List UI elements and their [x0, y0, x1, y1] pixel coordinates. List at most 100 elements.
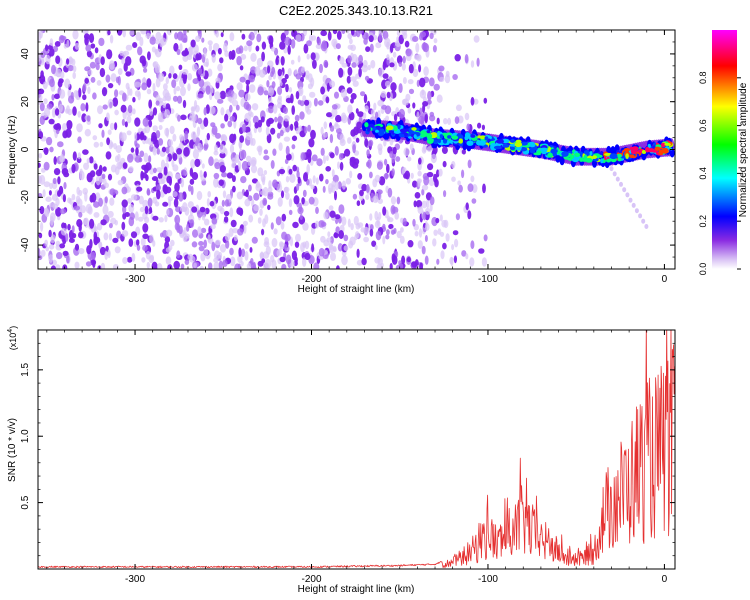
noise-cell	[438, 65, 445, 72]
noise-cell	[165, 146, 170, 154]
noise-cell	[163, 83, 168, 91]
noise-cell	[369, 171, 373, 179]
noise-cell	[412, 218, 416, 227]
noise-cell	[390, 82, 397, 92]
noise-cell	[51, 94, 55, 101]
noise-cell	[412, 102, 416, 109]
noise-cell	[240, 149, 247, 160]
noise-cell	[93, 163, 98, 170]
noise-cell	[107, 129, 112, 135]
noise-cell	[200, 227, 207, 234]
noise-cell	[45, 246, 49, 252]
noise-cell	[341, 255, 348, 266]
noise-cell	[183, 227, 187, 236]
signal-tail	[625, 192, 630, 198]
y-tick-label-3: 20	[20, 96, 31, 108]
noise-cell	[187, 253, 194, 261]
noise-cell	[86, 115, 91, 122]
noise-cell	[399, 235, 405, 244]
noise-cell	[470, 96, 475, 106]
noise-cell	[253, 192, 260, 201]
noise-cell	[78, 231, 84, 239]
noise-cell	[297, 55, 301, 63]
noise-cell	[235, 104, 240, 111]
noise-cell	[117, 179, 124, 186]
noise-cell	[166, 30, 173, 36]
noise-cell	[146, 188, 150, 196]
snr-y-scale-base: (x10	[8, 333, 18, 351]
noise-cell	[424, 113, 428, 124]
noise-cell	[222, 259, 228, 267]
noise-cell	[213, 250, 221, 260]
noise-cell	[393, 113, 398, 122]
noise-cell	[220, 107, 225, 116]
noise-cell	[429, 203, 433, 212]
noise-cell	[273, 228, 278, 235]
noise-cell	[165, 156, 169, 163]
noise-cell	[121, 230, 129, 237]
noise-cell	[237, 160, 242, 171]
snr-y-scale: (x104)	[7, 326, 18, 350]
noise-cell	[121, 221, 126, 231]
noise-cell	[197, 117, 203, 125]
noise-cell	[319, 63, 323, 74]
noise-cell	[203, 171, 207, 178]
noise-cell	[271, 259, 277, 269]
noise-cell	[72, 30, 79, 40]
noise-cell	[155, 63, 161, 74]
noise-cell	[387, 187, 393, 198]
noise-cell	[382, 73, 389, 79]
noise-cell	[316, 37, 322, 46]
noise-cell	[257, 217, 262, 224]
noise-cell	[176, 250, 181, 259]
noise-cell	[229, 85, 234, 91]
noise-cell	[38, 254, 43, 261]
noise-cell	[328, 205, 334, 211]
noise-cell	[366, 161, 370, 168]
noise-cell	[470, 175, 475, 183]
noise-cell	[340, 88, 348, 98]
noise-cell	[432, 45, 437, 53]
signal-peak	[625, 153, 629, 160]
noise-cell	[331, 180, 336, 188]
noise-cell	[180, 177, 185, 188]
noise-cell	[421, 188, 425, 196]
x-tick-label-0: -300	[125, 574, 145, 585]
noise-cell	[203, 239, 207, 249]
noise-cell	[175, 206, 182, 213]
snr-y-label: SNR (10 * v/v)	[7, 418, 18, 482]
noise-cell	[272, 104, 278, 114]
noise-cell	[268, 105, 274, 114]
noise-cell	[286, 153, 292, 161]
noise-cell	[378, 147, 383, 156]
noise-cell	[155, 48, 162, 58]
noise-cell	[250, 266, 257, 269]
noise-cell	[200, 252, 206, 262]
noise-cell	[277, 86, 283, 95]
noise-cell	[302, 189, 307, 198]
noise-cell	[365, 46, 371, 52]
noise-cell	[453, 255, 457, 264]
noise-cell	[245, 103, 252, 111]
signal-core	[669, 148, 675, 158]
noise-cell	[418, 228, 423, 238]
noise-cell	[176, 148, 183, 155]
signal-peak	[451, 135, 459, 140]
noise-cell	[54, 108, 60, 116]
x-tick-label-2: -100	[478, 274, 498, 285]
noise-cell	[259, 190, 266, 196]
noise-cell	[230, 256, 236, 267]
noise-cell	[184, 130, 189, 140]
noise-cell	[162, 89, 170, 98]
noise-cell	[277, 95, 282, 101]
noise-cell	[364, 75, 370, 81]
noise-cell	[424, 255, 429, 265]
noise-cell	[87, 86, 91, 95]
noise-cell	[43, 181, 51, 188]
noise-cell	[443, 118, 448, 125]
noise-cell	[182, 54, 189, 62]
signal-peak	[514, 141, 523, 148]
noise-cell	[322, 185, 326, 193]
noise-cell	[263, 241, 270, 248]
noise-cell	[326, 112, 333, 118]
